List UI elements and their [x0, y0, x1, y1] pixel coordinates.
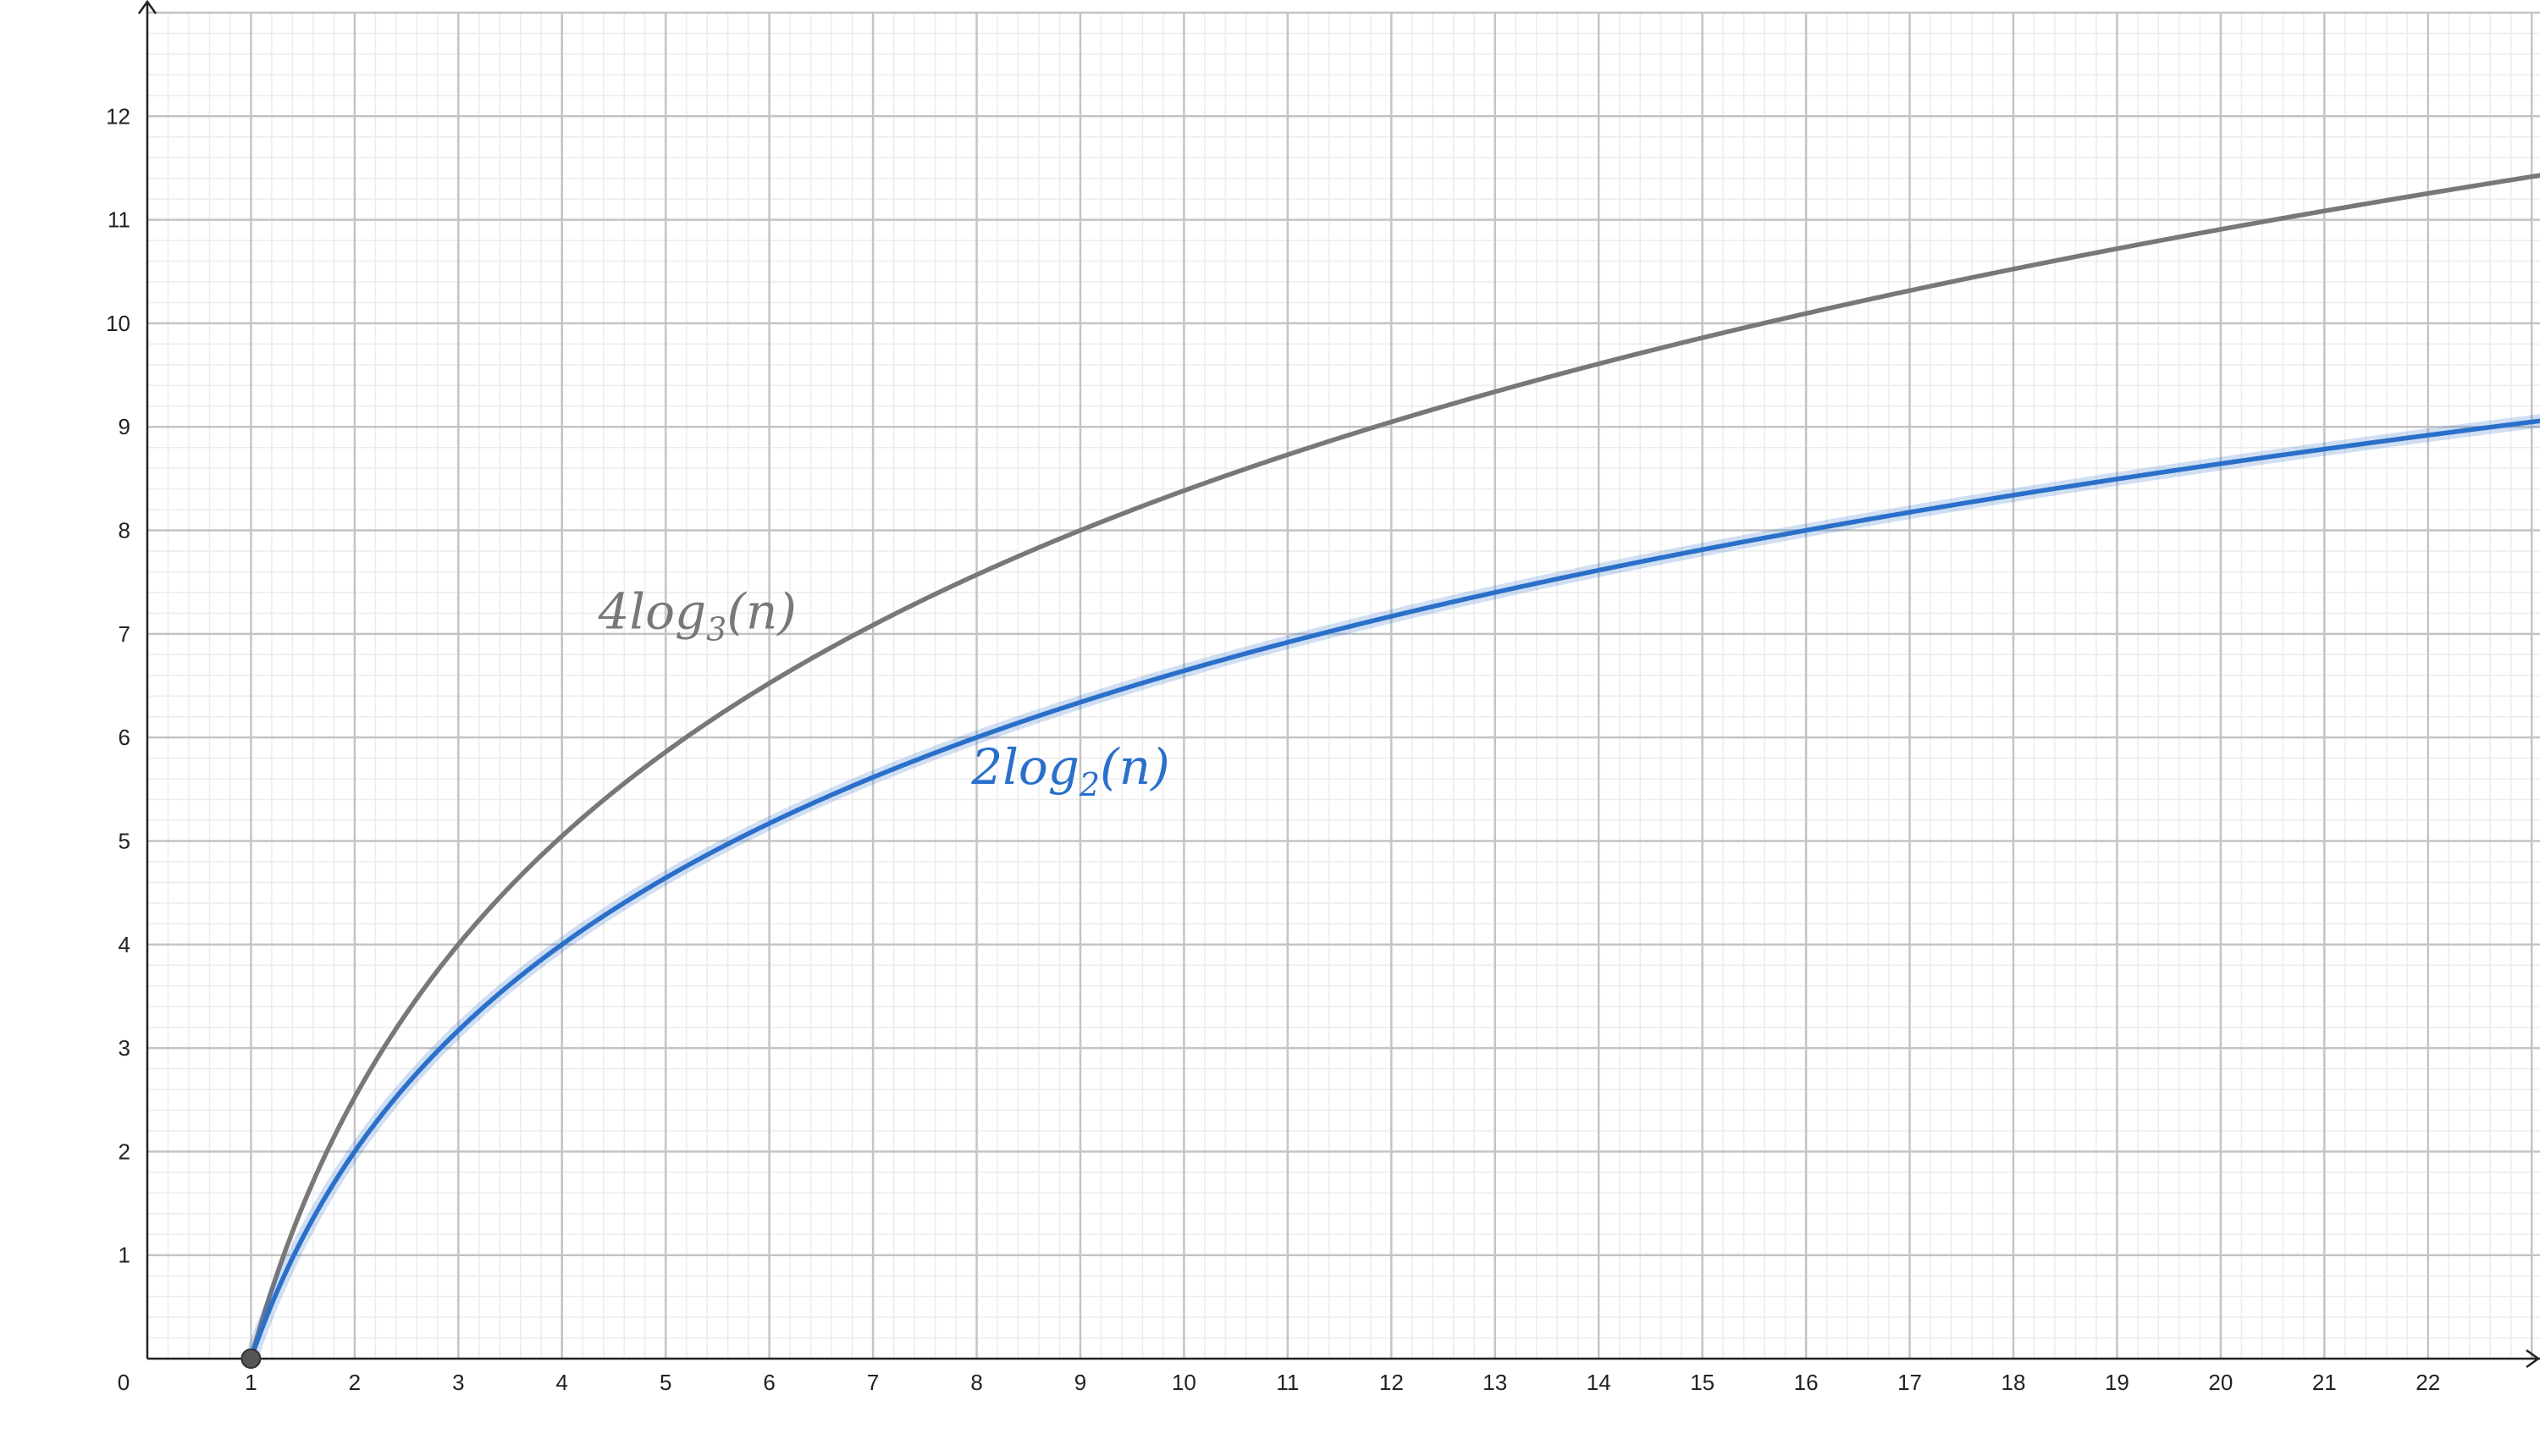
x-tick-label: 22: [2416, 1370, 2440, 1395]
x-tick-label: 2: [349, 1370, 361, 1395]
x-tick-label: 16: [1794, 1370, 1819, 1395]
x-tick-label: 12: [1379, 1370, 1404, 1395]
point-layer: [240, 1348, 262, 1369]
series-label-tail: (n): [726, 583, 797, 641]
y-tick-label: 8: [119, 518, 130, 543]
y-tick-label: 5: [119, 828, 130, 853]
y-tick-label: 9: [119, 414, 130, 439]
series-highlight-2log2: [244, 414, 2540, 1365]
x-tick-label: 15: [1690, 1370, 1714, 1395]
x-tick-label: 9: [1074, 1370, 1086, 1395]
x-tick-label: 10: [1172, 1370, 1196, 1395]
series-line-4log3: [248, 173, 2540, 1361]
series-line-2log2: [248, 418, 2540, 1361]
y-tick-label: 4: [119, 932, 130, 957]
y-tick-label: 1: [119, 1243, 130, 1268]
series-labels: 4log3(n)2log2(n): [598, 583, 1170, 803]
y-tick-label: 11: [108, 207, 130, 233]
y-tick-label: 10: [106, 311, 130, 336]
x-axis-arrow: [2526, 1348, 2540, 1369]
x-tick-label: 19: [2105, 1370, 2129, 1395]
series-label-subscript: 2: [1079, 766, 1100, 803]
x-tick-label: 1: [245, 1370, 257, 1395]
series-label-main: 4log: [598, 583, 707, 641]
x-tick-label: 4: [556, 1370, 568, 1395]
x-tick-label: 8: [970, 1370, 982, 1395]
series-label-2log2: 2log2(n): [970, 738, 1169, 803]
x-tick-label: 18: [2002, 1370, 2026, 1395]
y-tick-label: 3: [119, 1035, 130, 1061]
x-tick-label: 21: [2312, 1370, 2337, 1395]
series-label-4log3: 4log3(n): [598, 583, 797, 648]
series-label-main: 2log: [970, 738, 1080, 796]
y-tick-label: 7: [119, 621, 130, 647]
y-tick-label: 2: [119, 1139, 130, 1164]
minor-grid: [147, 13, 2540, 1359]
x-tick-label: 0: [118, 1370, 130, 1395]
x-tick-label: 5: [660, 1370, 671, 1395]
y-tick-label: 12: [106, 103, 130, 129]
x-tick-label: 6: [763, 1370, 775, 1395]
axes: [137, 0, 2540, 1369]
x-tick-label: 11: [1276, 1370, 1299, 1395]
y-axis-arrow: [137, 0, 157, 14]
x-tick-label: 3: [452, 1370, 464, 1395]
y-tick-label: 6: [119, 725, 130, 750]
x-tick-label: 17: [1897, 1370, 1922, 1395]
series-layer: [244, 173, 2540, 1365]
x-tick-label: 20: [2208, 1370, 2233, 1395]
series-label-tail: (n): [1100, 738, 1170, 796]
major-grid: [147, 11, 2540, 1359]
x-tick-label: 13: [1483, 1370, 1507, 1395]
series-label-subscript: 3: [706, 611, 726, 648]
x-tick-label: 14: [1587, 1370, 1611, 1395]
point-marker: [240, 1348, 262, 1369]
x-tick-label: 7: [867, 1370, 879, 1395]
x-tick-labels: 0 1 2 3 4 5 6 7 8 9 10 11 12 13 14 15 16 17 18 19 20 21 22: [118, 1370, 2440, 1395]
